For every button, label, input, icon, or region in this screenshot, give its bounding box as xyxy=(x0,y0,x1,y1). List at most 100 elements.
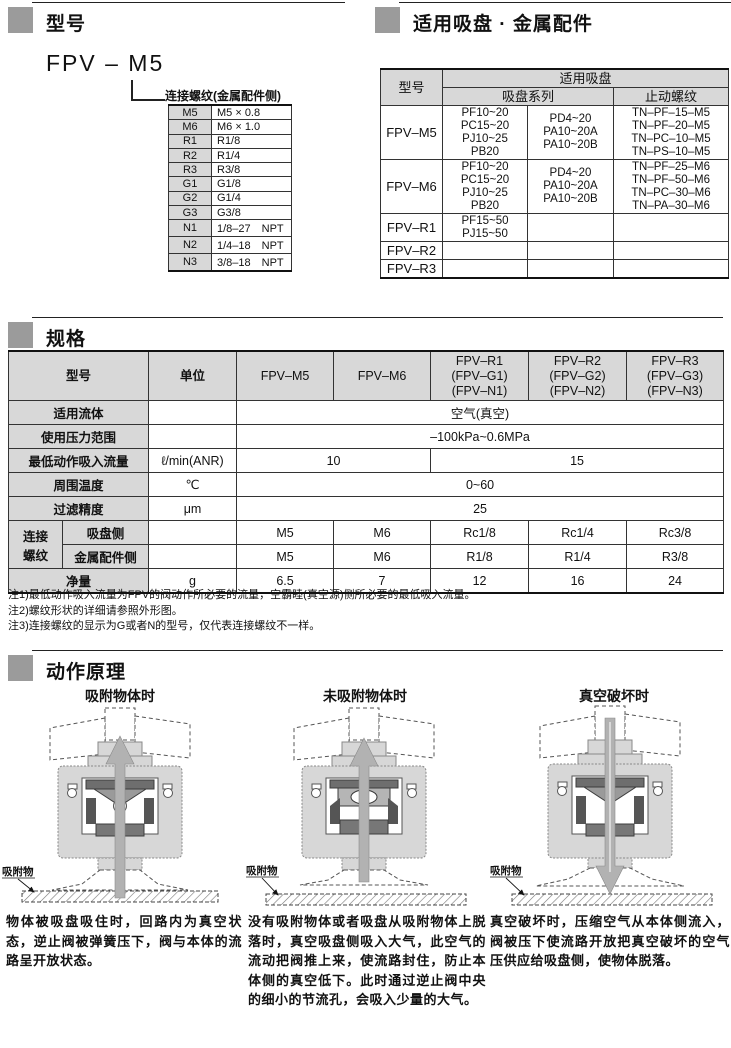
thread-code-cell: R2 xyxy=(168,147,212,164)
table-row: R2 R1/4 xyxy=(168,147,292,164)
spec-value: 0~60 xyxy=(236,472,725,497)
screw-right-head xyxy=(407,788,417,798)
col-header-stop: 止动螺纹 xyxy=(613,87,729,106)
thread-code-cell: R3 xyxy=(168,162,212,178)
thread-code-cell: G1 xyxy=(168,176,212,192)
screw-left-head xyxy=(557,786,567,796)
thread-value-cell: 1/8–27 NPT xyxy=(211,219,292,238)
table-row: G1 G1/8 xyxy=(168,176,292,192)
model-cell: FPV–R1 xyxy=(380,213,443,242)
label-pointer xyxy=(505,877,525,896)
model-code: FPV – M5 xyxy=(46,50,165,76)
thread-value-cell: G1/4 xyxy=(211,190,292,207)
spec-value: Rc1/8 xyxy=(430,520,530,545)
thread-value-cell: R3/8 xyxy=(211,162,292,178)
seat-right xyxy=(634,796,644,824)
table-row: G3 G3/8 xyxy=(168,205,292,221)
spec-header-model: 型号 xyxy=(7,350,150,401)
spec-value: 空气(真空) xyxy=(236,400,725,425)
table-row: N2 1/4–18 NPT xyxy=(168,236,292,255)
valve-cross-section-diagram: 吸附物 xyxy=(490,705,713,906)
thread-value-cell: 1/4–18 NPT xyxy=(211,236,292,255)
section-marker xyxy=(8,7,33,33)
screw-right-head xyxy=(653,786,663,796)
label-pointer xyxy=(17,878,35,893)
spec-label: 吸盘侧 xyxy=(61,520,150,545)
model-cell: FPV–M6 xyxy=(380,159,443,214)
section-marker xyxy=(8,322,33,348)
spec-value: M6 xyxy=(333,520,432,545)
table-row: 型号 单位 FPV–M5 FPV–M6 FPV–R1 (FPV–G1) (FPV… xyxy=(7,350,725,401)
object-label: 吸附物 xyxy=(2,865,34,878)
thread-value-cell: M6 × 1.0 xyxy=(211,119,292,135)
diagram-vacuum-break: 吸附物 xyxy=(490,702,726,907)
spec-value: 12 xyxy=(430,568,530,594)
table-row: FPV–R3 xyxy=(380,259,729,278)
stop-screw-cell xyxy=(613,259,729,278)
spec-label: 最低动作吸入流量 xyxy=(7,448,150,473)
table-row: 使用压力范围 –100kPa~0.6MPa xyxy=(7,424,725,449)
figure-title: 真空破坏时 xyxy=(579,688,649,704)
section-specs-header: 规格 xyxy=(8,315,723,355)
thread-value-cell: M5 × 0.8 xyxy=(211,104,292,121)
cups-cell: PF10~20 PC15~20 PJ10~25 PB20 xyxy=(442,159,528,214)
section-principle-header: 动作原理 xyxy=(8,648,723,688)
thread-code-cell: M5 xyxy=(168,104,212,121)
label-pointer xyxy=(261,877,279,896)
screw-right-head xyxy=(163,788,173,798)
stop-screw-cell: TN–PF–15–M5 TN–PF–20–M5 TN–PC–10–M5 TN–P… xyxy=(613,105,729,160)
nut-wing-left xyxy=(49,717,106,761)
section-model-header: 型号 xyxy=(8,0,345,40)
seat-left xyxy=(330,798,340,824)
table-row: 净量 g 6.5 7 12 16 24 xyxy=(7,568,725,594)
table-row: FPV–R1 PF15~50 PJ15~50 xyxy=(380,213,729,242)
stop-screw-cell: TN–PF–25–M6 TN–PF–50–M6 TN–PC–30–M6 TN–P… xyxy=(613,159,729,214)
diagram-adsorbing: 吸附物 xyxy=(2,702,238,907)
spec-value: R1/4 xyxy=(528,544,628,569)
spec-unit xyxy=(148,400,238,425)
table-row: 过滤精度 μm 25 xyxy=(7,496,725,521)
table-row: R1 R1/8 xyxy=(168,133,292,149)
spec-header-col: FPV–M5 xyxy=(236,350,335,401)
figure-title: 未吸附物体时 xyxy=(323,688,407,704)
spec-unit: ℃ xyxy=(148,472,238,497)
col-header-model: 型号 xyxy=(380,68,443,106)
spec-label: 适用流体 xyxy=(7,400,150,425)
workpiece-plate xyxy=(265,893,467,906)
flow-arrow-up xyxy=(349,737,379,883)
spec-label-thread-group: 连接 螺纹 xyxy=(8,520,63,569)
nut-stem-dashed xyxy=(348,707,380,741)
spec-value: 7 xyxy=(333,568,432,594)
spec-unit xyxy=(148,544,238,569)
spec-label: 周围温度 xyxy=(7,472,150,497)
table-row: M5 M5 × 0.8 xyxy=(168,104,292,121)
table-row: FPV–M5 PF10~20 PC15~20 PJ10~25 PB20 PD4~… xyxy=(380,105,729,160)
nut-wing-right xyxy=(134,715,191,759)
thread-code-cell: N1 xyxy=(168,219,212,238)
table-row: R3 R3/8 xyxy=(168,162,292,178)
table-row: FPV–R2 xyxy=(380,241,729,260)
cups-cell xyxy=(527,259,614,278)
spec-value: R3/8 xyxy=(626,544,725,569)
spec-label: 使用压力范围 xyxy=(7,424,150,449)
spec-unit: g xyxy=(148,568,238,594)
spec-value: –100kPa~0.6MPa xyxy=(236,424,725,449)
figure-title: 吸附物体时 xyxy=(85,688,155,704)
specs-table: 型号 单位 FPV–M5 FPV–M6 FPV–R1 (FPV–G1) (FPV… xyxy=(7,350,725,594)
thread-table: M5 M5 × 0.8 M6 M6 × 1.0 R1 R1/8 R2 R1/4 R3 R3… xyxy=(168,104,292,273)
header-rule xyxy=(399,2,731,3)
screw-left-head xyxy=(311,788,321,798)
spec-value: Rc3/8 xyxy=(626,520,725,545)
cups-cell: PD4~20 PA10~20A PA10~20B xyxy=(527,105,614,160)
section-applicable-header: 适用吸盘 · 金属配件 xyxy=(375,0,731,40)
spec-value: Rc1/4 xyxy=(528,520,628,545)
thread-code-cell: M6 xyxy=(168,119,212,135)
nut-wing-right xyxy=(378,715,435,759)
spec-value: 15 xyxy=(430,448,725,473)
spec-label: 金属配件侧 xyxy=(61,544,150,569)
seat-right xyxy=(388,798,398,824)
header-rule xyxy=(32,2,345,3)
thread-code-cell: G3 xyxy=(168,205,212,221)
spec-value: 24 xyxy=(626,568,725,594)
thread-code-cell: G2 xyxy=(168,190,212,207)
